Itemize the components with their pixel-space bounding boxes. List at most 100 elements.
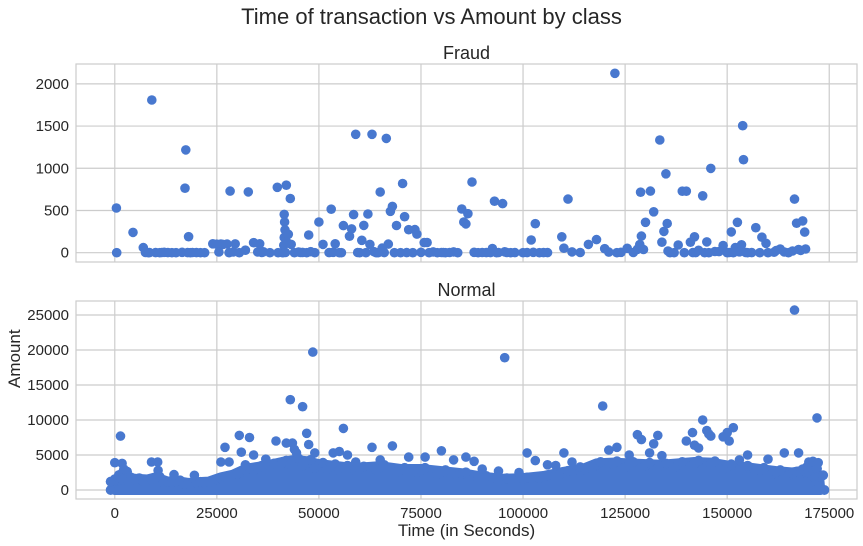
data-point [230,239,240,249]
data-point [563,194,573,204]
data-point [183,231,194,242]
data-point [687,427,698,438]
data-point [314,217,324,227]
y-tick-label: 1500 [36,118,69,135]
data-point [363,209,373,219]
x-axis-label: Time (in Seconds) [397,521,536,540]
data-point [365,239,375,250]
data-point [648,207,659,217]
data-point [689,232,700,242]
data-point [567,457,577,467]
data-point [272,182,283,193]
data-point [575,462,585,472]
data-point [310,247,320,258]
fraud-panel-title: Fraud [442,43,491,63]
data-point [115,431,126,441]
data-point [128,227,138,238]
data-point [522,448,532,458]
data-point [693,443,704,453]
data-point [732,217,743,228]
data-point [742,450,753,460]
data-point [225,186,235,196]
y-tick-label: 10000 [27,412,69,429]
data-point [638,244,649,255]
data-point [244,432,255,443]
data-point [655,135,665,145]
data-point [236,447,247,458]
data-point [452,247,463,258]
data-point [789,194,800,204]
x-tick-label: 25000 [196,505,238,522]
data-point [550,460,561,471]
data-point [755,247,765,258]
data-point [448,455,459,465]
data-point [706,431,716,441]
data-point [336,247,347,258]
data-point [800,244,811,254]
data-point [542,460,553,470]
data-point [308,347,318,357]
data-point [111,203,122,213]
data-point [612,442,622,453]
data-point [285,193,296,204]
x-tick-label: 150000 [702,505,752,522]
data-point [469,456,479,467]
data-point [493,466,504,476]
data-point [662,218,672,229]
data-point [697,415,708,425]
data-point [303,439,314,450]
data-point [169,469,179,480]
data-point [559,243,569,253]
data-point [510,247,520,258]
data-point [461,452,471,462]
data-point [793,448,804,458]
data-point [224,457,234,467]
data-point [657,237,667,247]
data-point [357,235,367,246]
data-point [706,163,716,174]
data-point [346,224,357,234]
data-point [387,441,398,451]
data-point [110,457,120,468]
data-point [350,457,361,467]
data-point [286,239,297,250]
data-point [367,129,377,140]
figure-suptitle: Time of transaction vs Amount by class [241,4,622,29]
data-point [657,450,667,461]
data-point [489,196,500,206]
normal-panel-title: Normal [437,280,496,300]
data-point [702,237,712,247]
data-point [285,394,296,405]
data-point [567,247,577,257]
data-point [412,229,422,239]
data-point [152,457,163,467]
data-point [265,247,275,258]
data-point [326,204,337,214]
normal-axes: 0 5000 10000 15000 20000 25000 0 25000 50000 7500… [27,300,858,522]
data-point [761,238,771,249]
data-point [318,239,328,250]
data-point [397,178,408,189]
data-point [391,220,402,231]
data-point [214,247,224,257]
data-point [334,446,345,457]
x-tick-label: 100000 [498,505,548,522]
data-point [526,235,536,245]
data-point [338,423,349,434]
data-point [659,226,669,237]
data-point [499,352,510,363]
data-point [497,198,508,209]
data-point [697,191,708,201]
data-point [283,229,294,240]
data-point [381,133,392,144]
data-point [681,186,692,196]
data-point [728,422,739,433]
data-point [375,455,386,465]
data-point [575,247,585,258]
data-point [718,240,728,251]
x-tick-label: 175000 [804,505,854,522]
data-point [291,448,302,458]
data-point [403,452,414,462]
data-point [736,240,747,250]
